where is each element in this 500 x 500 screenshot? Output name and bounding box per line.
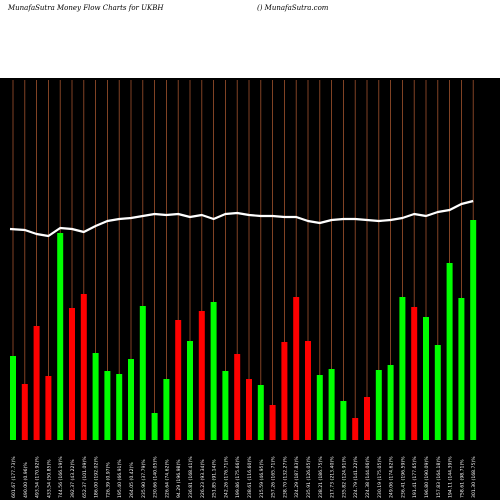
- chart-plot-area: 601.67 (177.73)% 490.00 (0.96)% 493.54 (17…: [0, 78, 500, 500]
- money-flow-bar: [151, 413, 158, 440]
- x-tick-label: 433.54 (50.85)%: [46, 459, 52, 498]
- money-flow-bar: [139, 306, 146, 440]
- x-tick-label: 301.30 (168.75)%: [471, 456, 477, 498]
- x-tick-label: 601.67 (177.73)%: [11, 456, 17, 498]
- x-tick-label: 242.26 (176.71)%: [223, 456, 229, 498]
- x-tick-label: 264.05 (0.42)%: [129, 462, 135, 498]
- money-flow-bar: [269, 405, 276, 440]
- money-flow-bar: [293, 297, 300, 440]
- money-flow-bar: [45, 376, 52, 440]
- money-flow-bar: [234, 354, 241, 440]
- money-flow-bar: [92, 353, 99, 440]
- x-tick-label: 236.41 (196.59)%: [400, 456, 406, 498]
- x-tick-label: 493.54 (170.92)%: [35, 456, 41, 498]
- money-flow-bar: [316, 375, 323, 440]
- x-tick-label: 758.61 (98.71)%: [459, 459, 465, 498]
- x-tick-label: 238.61 (116.60)%: [247, 456, 253, 498]
- x-tick-label: 199.86 (175.66)%: [235, 456, 241, 498]
- price-line: [9, 199, 474, 238]
- chart-title: MunafaSutra Money Flow Charts for UKBH: [8, 4, 164, 12]
- x-tick-label: 226.64 (74.62)%: [164, 459, 170, 498]
- x-tick-label: 257.26 (165.71)%: [271, 456, 277, 498]
- x-tick-label: 235.91 (126.05)%: [306, 456, 312, 498]
- money-flow-bar: [10, 356, 16, 440]
- x-tick-label: 238.70 (132.27)%: [282, 456, 288, 498]
- money-flow-bar: [470, 220, 477, 440]
- x-tick-label: 490.00 (0.96)%: [23, 462, 29, 498]
- money-flow-bar: [375, 370, 382, 440]
- site-credit: () MunafaSutra.com: [257, 4, 329, 12]
- x-tick-label: 392.37 (43.22)%: [70, 459, 76, 498]
- x-tick-label: 235.90 (37.79)%: [141, 459, 147, 498]
- x-tick-label: 186.00 (192.02)%: [94, 456, 100, 498]
- money-flow-chart: 601.67 (177.73)% 490.00 (0.96)% 493.54 (17…: [9, 80, 477, 498]
- money-flow-bar: [340, 401, 347, 440]
- chart-header: MunafaSutra Money Flow Charts for UKBH (…: [0, 0, 500, 78]
- x-tick-label: 191.41 (177.65)%: [412, 456, 418, 498]
- money-flow-bar: [69, 308, 75, 440]
- x-tick-label: 94.29 (196.98)%: [176, 459, 182, 498]
- money-flow-bar: [104, 371, 111, 440]
- x-tick-label: 652.37 (101.09)%: [82, 456, 88, 498]
- x-tick-label: 251.85 (91.14)%: [212, 459, 218, 498]
- money-flow-bar: [128, 359, 134, 440]
- x-tick-label: 249.06 (174.62)%: [389, 456, 395, 498]
- x-tick-label: 238.21 (186.75)%: [318, 456, 324, 498]
- x-tick-label: 157.83 (164.18)%: [436, 456, 442, 498]
- money-flow-bar: [281, 342, 288, 440]
- money-flow-bar: [163, 379, 170, 440]
- money-flow-bar: [198, 311, 205, 440]
- x-tick-label: 230.19 (175.05)%: [377, 456, 383, 498]
- money-flow-bar: [246, 379, 252, 440]
- money-flow-bar: [411, 307, 418, 440]
- money-flow-bar: [364, 397, 370, 440]
- money-flow-bar: [328, 369, 335, 440]
- money-flow-bar: [210, 302, 217, 440]
- x-tick-label: 194.11 (144.39)%: [448, 456, 454, 498]
- x-tick-label: 217.73 (213.40)%: [330, 456, 336, 498]
- x-tick-label: 235.82 (124.91)%: [341, 456, 347, 498]
- money-flow-bar: [458, 298, 465, 440]
- money-flow-bar: [305, 341, 311, 440]
- x-tick-label: 226.23 (93.34)%: [200, 459, 206, 498]
- money-flow-bar: [399, 297, 406, 440]
- money-flow-bar: [222, 371, 229, 440]
- x-tick-label: 224.38 (144.06)%: [365, 456, 371, 498]
- money-flow-bar: [352, 418, 359, 440]
- money-flow-bar: [446, 263, 453, 440]
- money-flow-bar: [57, 233, 64, 440]
- x-tick-label: 195.40 (66.91)%: [117, 459, 123, 498]
- x-tick-label: 744.56 (166.19)%: [58, 456, 64, 498]
- money-flow-bar: [423, 317, 429, 440]
- money-flow-bar: [387, 365, 394, 440]
- money-flow-bar: [187, 341, 193, 440]
- x-tick-label: 726.39 (0.97)%: [105, 462, 111, 498]
- x-tick-label: 236.81 (168.41)%: [188, 456, 194, 498]
- money-flow-bar: [116, 374, 123, 440]
- money-flow-bar: [33, 326, 40, 440]
- x-tick-label: 230.66 (140.05)%: [153, 456, 159, 498]
- money-flow-bar: [257, 385, 264, 440]
- x-tick-label: 215.59 (46.95)%: [259, 459, 265, 498]
- x-tick-label: 324.29 (187.83)%: [294, 456, 300, 498]
- x-tick-label: 224.79 (141.22)%: [353, 456, 359, 498]
- money-flow-bar: [434, 345, 441, 440]
- money-flow-bar: [80, 294, 87, 440]
- money-flow-bar: [175, 320, 182, 440]
- money-flow-bar: [21, 384, 28, 440]
- x-tick-label: 196.80 (190.09)%: [424, 456, 430, 498]
